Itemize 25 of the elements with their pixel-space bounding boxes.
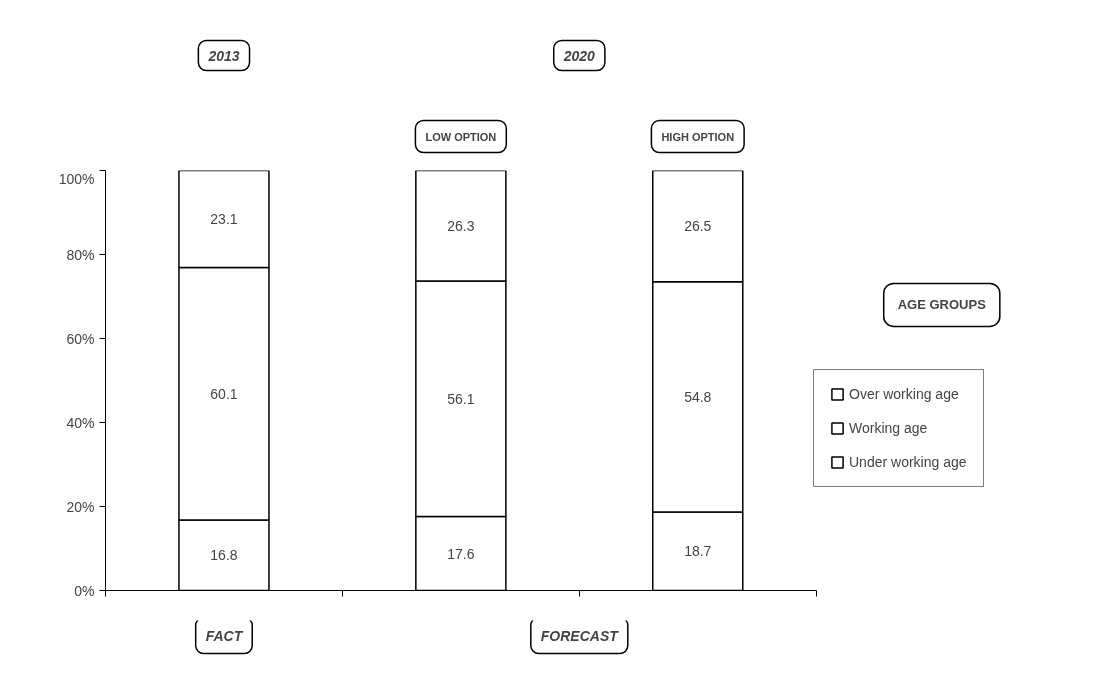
y-tick-label: 60% (66, 330, 95, 347)
text: 2020 (562, 47, 596, 64)
data-label: 54.8 (684, 388, 712, 405)
text: HIGH OPTION (661, 130, 735, 143)
data-label: 26.3 (447, 217, 475, 234)
legend-label: Under working age (849, 454, 967, 470)
y-tick-label: 100% (58, 170, 95, 187)
data-label: 23.1 (210, 211, 238, 228)
text: 2013 (207, 47, 240, 64)
legend-label: Over working age (849, 386, 959, 402)
legend-label: Working age (849, 420, 928, 436)
data-label: 18.7 (684, 543, 712, 560)
data-label: 56.1 (447, 390, 475, 407)
text: LOW OPTION (425, 130, 497, 143)
y-tick-label: 80% (66, 246, 95, 263)
text: FACT (205, 627, 244, 644)
y-tick-label: 0% (74, 582, 95, 599)
data-label: 16.8 (210, 547, 238, 564)
y-tick-label: 20% (66, 498, 95, 515)
legend-title: AGE GROUPS (897, 297, 987, 313)
data-label: 17.6 (447, 545, 475, 562)
y-tick-label: 40% (66, 414, 95, 431)
data-label: 60.1 (210, 385, 238, 402)
data-label: 26.5 (684, 218, 712, 235)
text: FORECAST (540, 627, 620, 644)
